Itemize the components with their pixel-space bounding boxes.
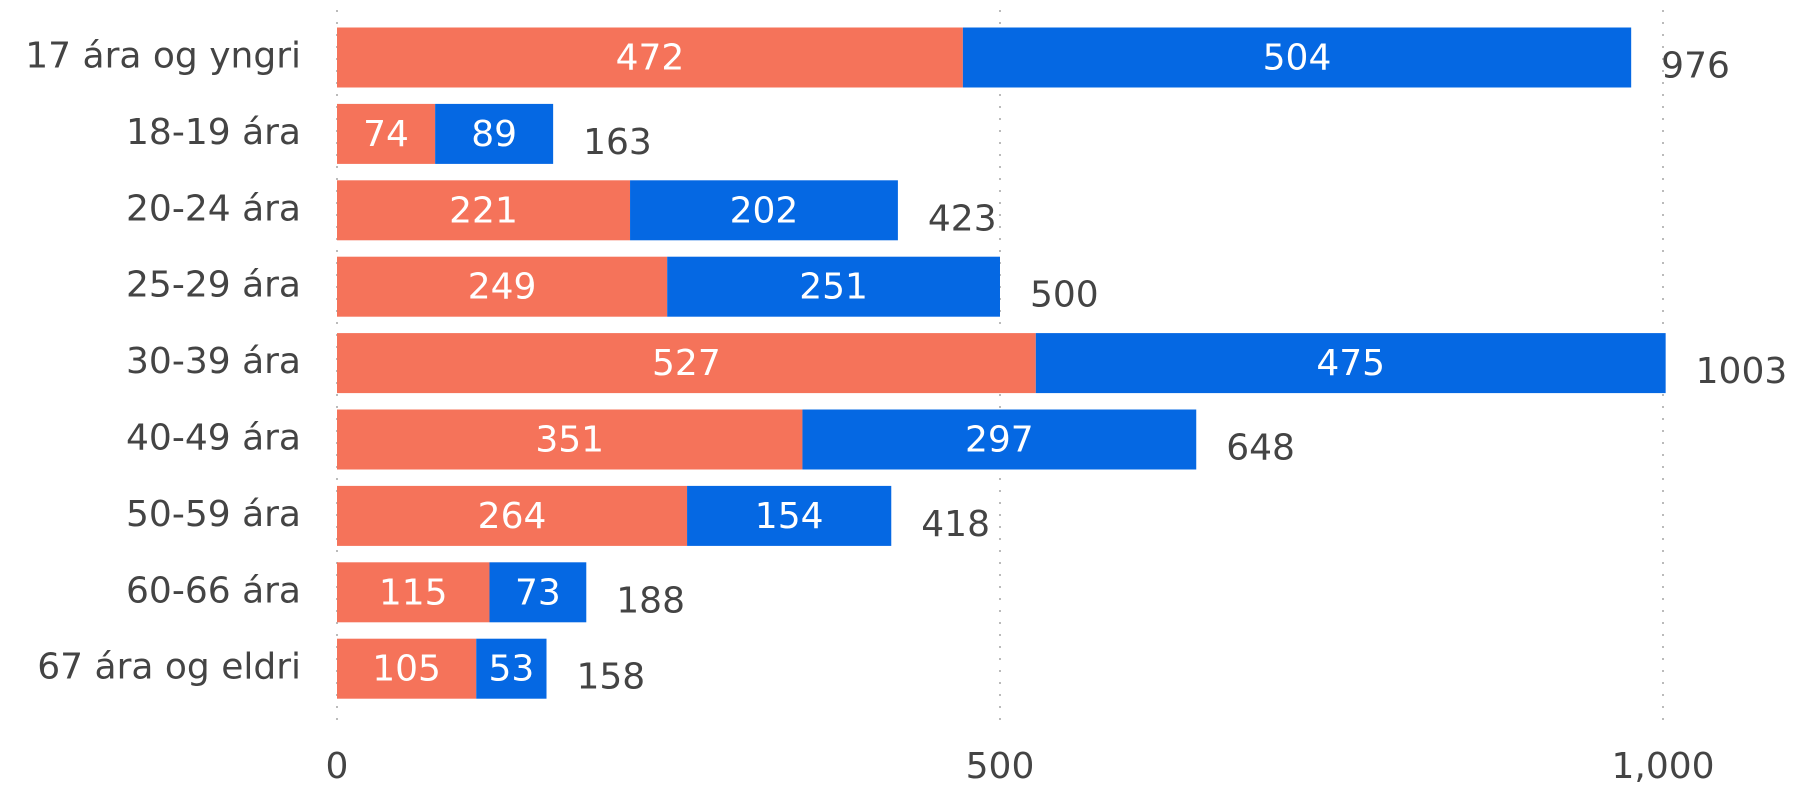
segment-label: 264 — [478, 496, 547, 537]
segment-label: 527 — [652, 343, 721, 384]
total-label: 648 — [1226, 428, 1295, 469]
total-label: 163 — [583, 122, 652, 163]
bar-segment — [435, 103, 554, 164]
total-label: 418 — [921, 504, 990, 545]
segment-label: 105 — [372, 649, 441, 690]
total-label: 1003 — [1696, 351, 1788, 392]
x-tick-label: 1,000 — [1611, 746, 1714, 787]
total-label: 500 — [1030, 275, 1099, 316]
bar-segment — [337, 333, 1036, 394]
bar-segment — [337, 562, 490, 623]
bar-segment — [630, 180, 898, 241]
segment-label: 249 — [468, 267, 537, 308]
segment-label: 472 — [616, 38, 685, 79]
segment-label: 115 — [379, 572, 448, 613]
segment-label: 251 — [799, 267, 868, 308]
segment-label: 202 — [730, 190, 799, 231]
segment-label: 504 — [1263, 38, 1332, 79]
segment-label: 53 — [488, 649, 534, 690]
total-label: 976 — [1661, 46, 1730, 87]
bar-segment — [489, 562, 587, 623]
segment-label: 74 — [363, 114, 409, 155]
bar-segment — [337, 27, 963, 88]
bar-segment — [667, 256, 1000, 317]
segment-label: 221 — [449, 190, 518, 231]
segment-label: 73 — [515, 572, 561, 613]
category-label: 20-24 ára — [126, 188, 301, 229]
total-label: 423 — [928, 198, 997, 239]
bar-segment — [337, 256, 668, 317]
segment-label: 297 — [965, 420, 1034, 461]
bar-segment — [337, 180, 631, 241]
category-label: 18-19 ára — [126, 112, 301, 153]
bar-segment — [337, 638, 477, 699]
total-label: 158 — [577, 657, 646, 698]
bar-segment — [962, 27, 1632, 88]
x-tick-label: 0 — [326, 746, 349, 787]
category-label: 25-29 ára — [126, 265, 301, 306]
category-label: 40-49 ára — [126, 418, 301, 459]
bar-segment — [802, 409, 1197, 470]
segment-label: 154 — [755, 496, 824, 537]
x-tick-label: 500 — [966, 746, 1035, 787]
bar-segment — [1035, 333, 1666, 394]
category-label: 50-59 ára — [126, 494, 301, 535]
bar-segment — [337, 103, 436, 164]
segment-label: 475 — [1316, 343, 1385, 384]
bar-segment — [337, 409, 803, 470]
total-label: 188 — [616, 580, 685, 621]
segment-label: 351 — [535, 420, 604, 461]
category-label: 67 ára og eldri — [37, 647, 301, 688]
bar-segment — [476, 638, 547, 699]
category-label: 30-39 ára — [126, 341, 301, 382]
category-label: 17 ára og yngri — [25, 36, 301, 77]
bar-segment — [337, 485, 688, 546]
category-label: 60-66 ára — [126, 570, 301, 611]
bar-segment — [687, 485, 892, 546]
segment-label: 89 — [471, 114, 517, 155]
